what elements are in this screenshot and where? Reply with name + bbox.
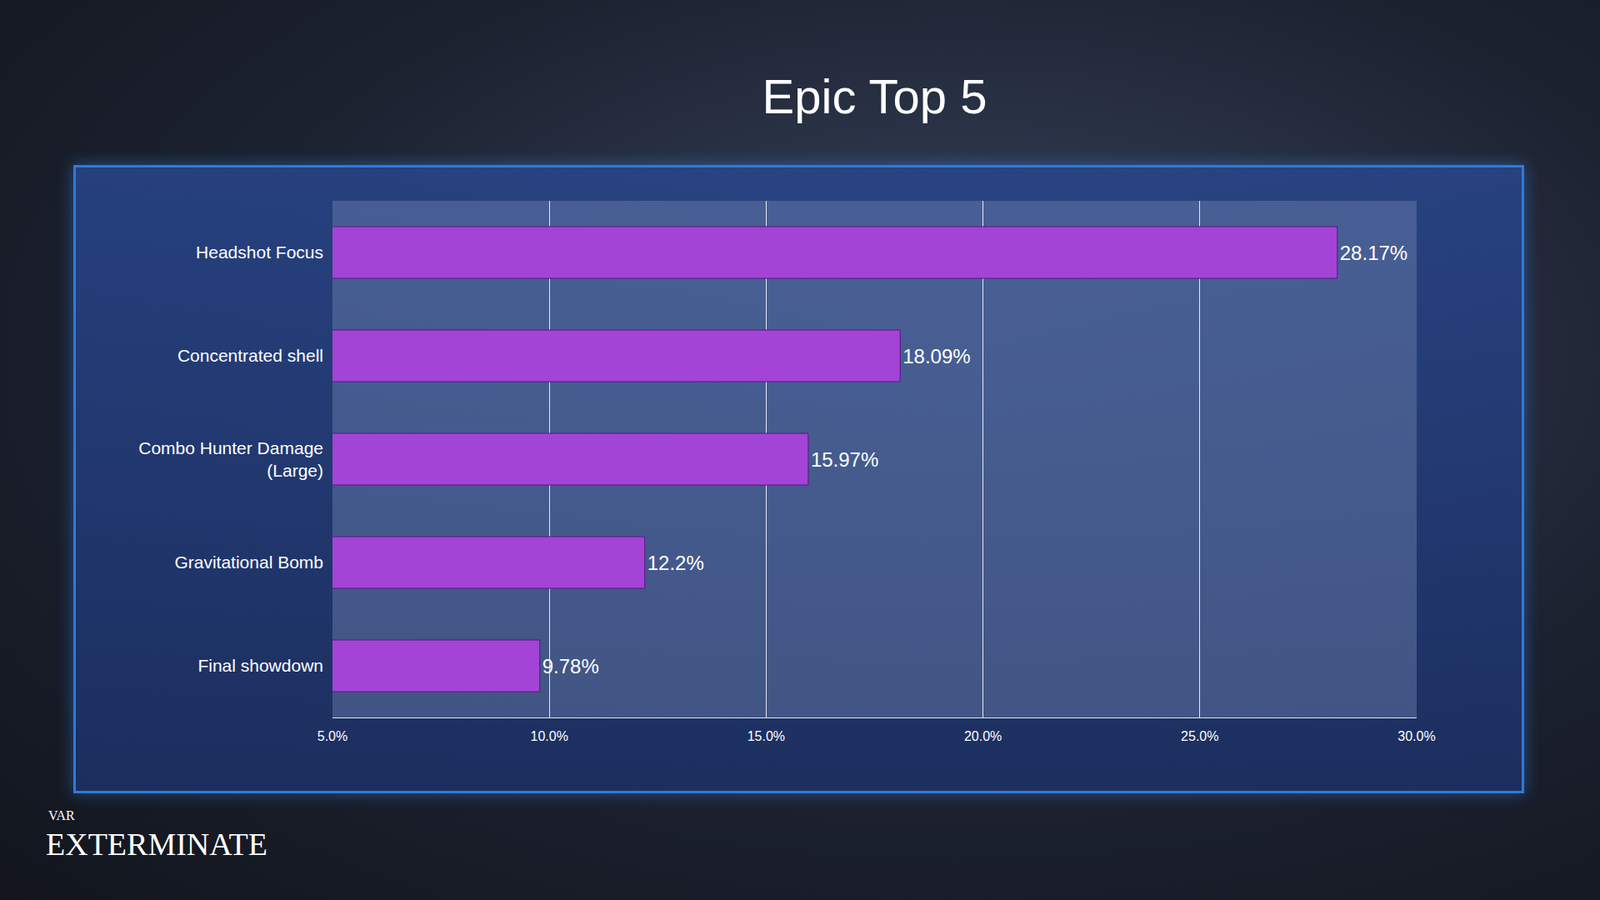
svg-text:20.0%: 20.0%: [964, 729, 1002, 744]
svg-text:5.0%: 5.0%: [317, 729, 348, 744]
svg-text:Epic Top 5: Epic Top 5: [762, 69, 988, 124]
svg-text:VAR: VAR: [48, 808, 75, 823]
svg-text:EXTERMINATE: EXTERMINATE: [45, 826, 268, 862]
svg-text:25.0%: 25.0%: [1180, 729, 1219, 744]
svg-text:9.78%: 9.78%: [542, 655, 600, 678]
svg-text:10.0%: 10.0%: [530, 729, 569, 744]
svg-text:18.09%: 18.09%: [902, 345, 970, 368]
svg-text:Gravitational Bomb: Gravitational Bomb: [174, 552, 324, 572]
svg-text:Final showdown: Final showdown: [197, 655, 324, 675]
svg-text:15.0%: 15.0%: [747, 729, 785, 744]
svg-text:15.97%: 15.97%: [810, 448, 879, 471]
svg-text:30.0%: 30.0%: [1397, 729, 1435, 744]
svg-text:Headshot Focus: Headshot Focus: [195, 242, 324, 262]
svg-text:12.2%: 12.2%: [647, 551, 705, 575]
svg-text:Concentrated shell: Concentrated shell: [177, 345, 324, 365]
svg-text:28.17%: 28.17%: [1340, 241, 1408, 265]
svg-text:Combo Hunter Damage(Large): Combo Hunter Damage(Large): [138, 438, 324, 480]
